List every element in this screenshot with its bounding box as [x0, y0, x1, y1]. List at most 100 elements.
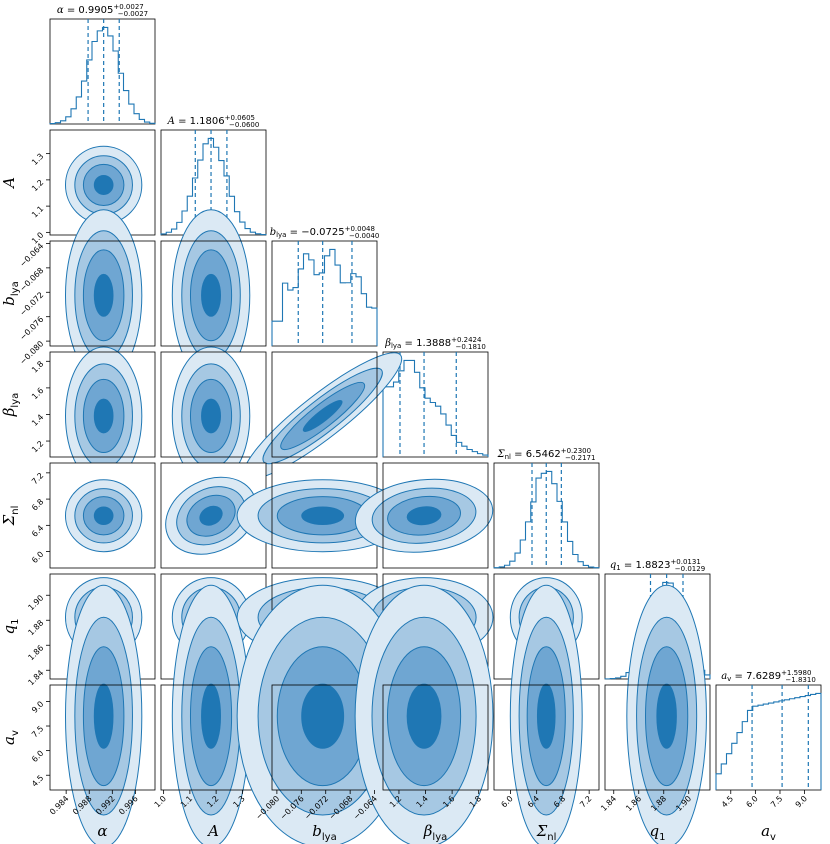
panel-frame	[160, 351, 267, 458]
y-axis-label-subscript: nl	[10, 506, 21, 515]
contour-panel-4-6	[493, 584, 600, 844]
contour-level-4	[199, 505, 223, 526]
y-axis-label: βlya	[0, 393, 21, 418]
contour-level-4	[93, 506, 114, 526]
contour-level-4	[302, 399, 343, 432]
y-tick-label: −0.072	[18, 290, 45, 317]
x-axis-label: av	[761, 822, 776, 843]
contour-level-4	[536, 683, 556, 749]
x-axis-label-subscript: lya	[322, 832, 337, 843]
histogram-title: α = 0.9905+0.0027 −0.0027	[57, 3, 148, 18]
y-axis-label-subscript: lya	[10, 393, 21, 408]
y-tick-label: 1.1	[30, 204, 45, 219]
x-tick-label: 7.2	[578, 794, 593, 809]
panel-frame	[271, 351, 378, 458]
y-axis-label: blya	[0, 281, 21, 305]
y-axis-label: Σnl	[0, 506, 21, 527]
histogram-frame	[715, 684, 822, 791]
y-tick-label: 1.6	[30, 386, 45, 401]
title-value: = 7.6289	[731, 671, 781, 682]
contour-panel-5-6	[604, 584, 711, 844]
contour-level-4	[93, 273, 114, 317]
x-tick-label: 0.984	[48, 794, 71, 817]
y-tick-label: 1.84	[26, 668, 45, 687]
title-variable: a	[721, 671, 727, 682]
contour-level-4	[406, 683, 442, 749]
title-lower-error: −0.1810	[455, 343, 485, 351]
contour-level-4	[93, 683, 114, 749]
y-tick-label: 1.88	[26, 618, 45, 637]
x-axis-label-subscript: v	[770, 832, 776, 843]
y-tick-label: 6.0	[30, 749, 45, 764]
title-lower-error: −0.0040	[349, 232, 379, 240]
y-tick-label: 7.2	[30, 471, 45, 486]
x-axis-label-subscript: nl	[547, 832, 556, 843]
y-tick-label: −0.076	[18, 315, 45, 342]
y-axis-label-subscript: v	[10, 730, 21, 736]
title-upper-error: +1.5980	[781, 669, 811, 677]
x-tick-label: 4.5	[720, 794, 735, 809]
histogram-2	[271, 240, 378, 347]
title-upper-error: +0.0048	[345, 225, 375, 233]
panel-frame	[160, 240, 267, 347]
title-variable: b	[270, 227, 276, 238]
title-upper-error: +0.0605	[225, 114, 255, 122]
histogram-title: av = 7.6289+1.5980 −1.8310	[721, 669, 816, 684]
title-lower-error: −0.0027	[118, 10, 148, 18]
y-tick-label: −0.068	[18, 266, 45, 293]
contour-level-4	[201, 683, 222, 749]
title-upper-error: +0.2300	[561, 447, 591, 455]
y-tick-label: 1.2	[30, 439, 45, 454]
contour-panel-0-3	[49, 346, 156, 486]
histogram-frame	[49, 18, 156, 125]
y-tick-label: −0.064	[18, 241, 45, 268]
panel-frame	[49, 462, 156, 569]
title-lower-error: −0.0600	[229, 121, 259, 129]
title-upper-error: +0.0027	[113, 3, 143, 11]
histogram-title: blya = −0.0725+0.0048 −0.0040	[270, 225, 380, 240]
contour-level-4	[301, 506, 345, 526]
y-tick-label: 6.0	[30, 550, 45, 565]
title-variable: α	[57, 5, 64, 16]
contour-panel-0-4	[49, 462, 156, 569]
title-lower-error: −0.2171	[565, 454, 595, 462]
contour-panel-2-3	[243, 351, 403, 480]
title-variable: β	[384, 338, 391, 349]
histogram-steps	[160, 137, 267, 236]
panel-frame	[493, 684, 600, 791]
y-axis-label: av	[0, 730, 21, 745]
x-tick-label: 6.0	[744, 794, 759, 809]
contour-level-4	[93, 174, 114, 195]
panel-frame	[49, 351, 156, 458]
histogram-steps	[49, 26, 156, 125]
contour-panel-1-6	[160, 584, 267, 844]
x-axis-label-subscript: 1	[659, 832, 665, 843]
panel-frame	[604, 684, 711, 791]
contour-panel-3-4	[354, 462, 494, 569]
x-axis-label: α	[97, 822, 107, 840]
histogram-3	[382, 351, 489, 458]
panel-frame	[49, 684, 156, 791]
y-tick-label: 4.5	[30, 773, 45, 788]
x-axis-label: A	[206, 822, 219, 840]
y-axis-label-subscript: 1	[10, 619, 21, 625]
title-value: = 6.5462	[511, 449, 561, 460]
contour-panel-1-4	[160, 462, 267, 569]
histogram-steps	[271, 248, 378, 346]
contour-level-4	[301, 683, 345, 749]
histogram-6	[715, 684, 822, 791]
title-value: = −0.0725	[286, 227, 344, 238]
x-tick-label: 9.0	[794, 794, 809, 809]
histogram-4	[493, 462, 600, 569]
contour-level-4	[656, 683, 677, 749]
contour-level-4	[201, 273, 222, 317]
histogram-frame	[271, 240, 378, 347]
contour-level-4	[93, 398, 114, 434]
y-tick-label: 1.86	[26, 643, 45, 662]
panel-frame	[49, 240, 156, 347]
y-tick-label: 1.4	[30, 413, 45, 428]
panel-frame	[382, 462, 489, 569]
title-subscript: nl	[505, 453, 511, 461]
title-subscript: v	[727, 675, 731, 683]
x-tick-label: 6.0	[499, 794, 514, 809]
